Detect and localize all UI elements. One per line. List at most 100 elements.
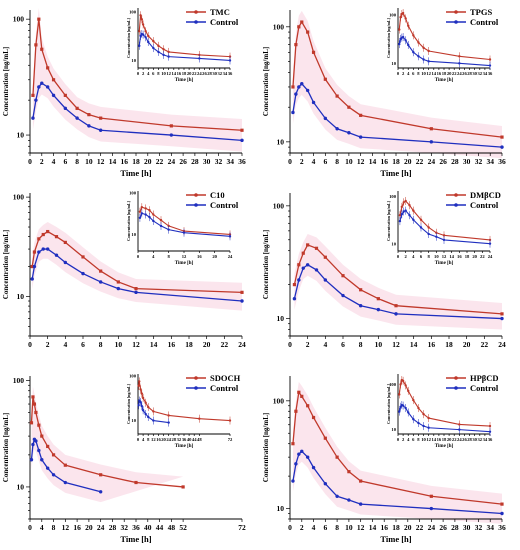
data-point xyxy=(291,442,295,446)
inset-data-point xyxy=(157,50,160,54)
inset-x-tick-label: 28 xyxy=(207,71,212,76)
data-point xyxy=(291,85,295,89)
y-tick-label: 100 xyxy=(13,193,25,202)
inset-data-point xyxy=(152,419,155,422)
data-point xyxy=(32,264,37,269)
legend-marker xyxy=(454,376,458,380)
legend-marker xyxy=(194,20,198,24)
inset-x-tick-label: 10 xyxy=(434,254,439,259)
inset-data-point xyxy=(147,405,150,409)
inset-x-tick-label: 4 xyxy=(412,254,415,259)
inset-data-point xyxy=(488,424,492,428)
data-point xyxy=(376,307,381,312)
data-point xyxy=(300,449,304,454)
x-tick-label: 10 xyxy=(115,340,123,349)
inset-x-tick-label: 8 xyxy=(428,254,431,259)
x-tick-label: 6 xyxy=(341,340,345,349)
inset-data-point xyxy=(138,380,141,383)
inset-data-point xyxy=(427,416,430,420)
inset-data-point xyxy=(417,55,420,58)
inset-y-tick-label: 10 xyxy=(131,58,136,63)
legend-marker xyxy=(194,203,198,207)
data-point xyxy=(294,462,298,466)
x-tick-label: 6 xyxy=(323,157,327,166)
confidence-band xyxy=(294,234,502,330)
x-tick-label: 2 xyxy=(46,340,50,349)
inset-data-point xyxy=(140,392,144,395)
data-point xyxy=(63,260,68,265)
legend-marker xyxy=(454,386,458,390)
x-tick-label: 16 xyxy=(73,523,81,532)
inset-data-point xyxy=(159,224,163,228)
inset-data-point xyxy=(427,426,430,429)
data-point xyxy=(311,415,316,420)
data-point xyxy=(335,455,339,459)
data-point xyxy=(169,133,174,137)
inset-x-tick-label: 8 xyxy=(157,71,160,76)
inset-x-tick-label: 8 xyxy=(417,71,420,76)
inset-data-point xyxy=(417,406,420,410)
x-tick-label: 24 xyxy=(97,523,105,532)
inset-data-point xyxy=(147,415,150,419)
y-tick-label: 100 xyxy=(273,22,285,31)
inset-data-point xyxy=(458,428,461,431)
inset-x-tick-label: 18 xyxy=(465,254,470,259)
inset-data-point xyxy=(402,201,405,204)
inset-data-point xyxy=(148,215,151,219)
x-axis-label: Time [h] xyxy=(120,168,151,178)
inset-x-tick-label: 0 xyxy=(397,254,400,259)
inset-data-point xyxy=(152,46,155,50)
y-axis-label: Concentration [ng/mL] xyxy=(262,413,270,482)
inset-x-tick-label: 10 xyxy=(421,71,426,76)
inset-background xyxy=(128,185,244,271)
x-tick-label: 18 xyxy=(392,523,400,532)
data-point xyxy=(300,394,304,398)
inset-data-point xyxy=(140,404,144,408)
x-tick-label: 24 xyxy=(238,340,246,349)
x-tick-label: 36 xyxy=(238,157,246,166)
data-point xyxy=(31,116,35,120)
y-tick-label: 10 xyxy=(17,131,25,140)
x-tick-label: 14 xyxy=(410,340,418,349)
inset-data-point xyxy=(404,39,407,42)
inset-x-tick-label: 36 xyxy=(182,437,187,442)
x-tick-label: 10 xyxy=(375,340,383,349)
legend-marker xyxy=(194,386,198,390)
inset-y-tick-label: 100 xyxy=(389,194,397,199)
inset-x-tick-label: 16 xyxy=(177,71,182,76)
x-tick-label: 8 xyxy=(335,157,339,166)
inset-data-point xyxy=(398,410,401,413)
data-point xyxy=(37,237,41,241)
inset-x-tick-label: 6 xyxy=(412,71,415,76)
data-point xyxy=(63,106,68,111)
data-point xyxy=(51,473,56,477)
inset-x-axis-label: Time [h] xyxy=(435,444,454,449)
data-point xyxy=(358,135,363,139)
inset-data-point xyxy=(167,228,170,231)
inset-data-point xyxy=(157,44,160,48)
data-point xyxy=(29,458,34,462)
x-tick-label: 32 xyxy=(475,157,483,166)
inset-y-tick-label: 10 xyxy=(391,427,396,432)
data-point xyxy=(75,116,79,120)
inset-y-tick-label: 10 xyxy=(131,418,136,423)
data-point xyxy=(500,135,504,139)
inset-data-point xyxy=(407,389,410,393)
inset-data-point xyxy=(144,207,147,210)
inset-x-tick-label: 14 xyxy=(431,71,436,76)
data-point xyxy=(34,98,38,102)
inset-data-point xyxy=(141,23,145,26)
data-point xyxy=(87,113,91,117)
data-point xyxy=(300,82,304,86)
inset-data-point xyxy=(162,48,165,51)
inset-data-point xyxy=(399,383,402,386)
inset-data-point xyxy=(138,216,142,220)
inset-data-point xyxy=(427,49,430,53)
data-point xyxy=(306,30,310,34)
data-point xyxy=(323,436,327,440)
inset-data-point xyxy=(488,64,492,67)
data-point xyxy=(292,296,297,301)
x-tick-label: 10 xyxy=(345,157,353,166)
chart-panel-hpbcd: 0 2 4 6 8 10 12 14 16 18 20 22 24 26 28 30 32 34 36 10 100 Ti… xyxy=(260,366,520,549)
y-tick-label: 100 xyxy=(13,376,25,385)
